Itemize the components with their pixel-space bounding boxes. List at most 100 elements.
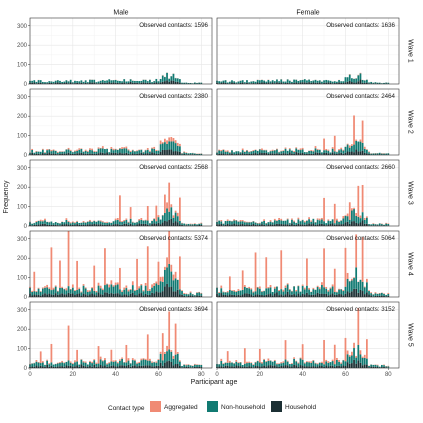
bar-non-household <box>248 82 250 84</box>
bar-household <box>222 82 225 84</box>
bar-non-household <box>318 362 321 366</box>
bar-non-household <box>366 79 368 83</box>
bar-non-household <box>112 286 115 294</box>
bar-non-household <box>306 80 308 83</box>
bar-household <box>312 366 315 368</box>
bar-household <box>366 82 368 84</box>
bar-aggregated <box>325 148 328 151</box>
bar-household <box>200 295 203 297</box>
bar-household <box>246 366 248 368</box>
bar-non-household <box>200 293 203 296</box>
bar-aggregated <box>104 358 106 361</box>
bar-non-household <box>44 152 46 155</box>
bar-household <box>297 293 300 297</box>
bar-non-household <box>119 289 121 295</box>
bar-aggregated <box>357 185 360 217</box>
bar-household <box>189 367 192 368</box>
bar-non-household <box>31 291 34 296</box>
bar-household <box>69 153 72 155</box>
bar-aggregated <box>106 283 108 285</box>
bar-household <box>372 296 375 297</box>
bar-aggregated <box>155 281 158 284</box>
bar-household <box>170 286 173 297</box>
bar-non-household <box>157 359 160 366</box>
bar-aggregated <box>312 287 315 290</box>
bar-household <box>181 294 183 297</box>
bar-non-household <box>93 360 96 365</box>
bar-aggregated <box>265 257 268 289</box>
bar-household <box>254 366 257 368</box>
bar-aggregated <box>336 357 338 360</box>
bar-non-household <box>299 221 302 225</box>
bar-non-household <box>97 285 100 293</box>
bar-household <box>146 294 149 297</box>
bar-household <box>235 154 238 155</box>
bar-non-household <box>258 80 261 84</box>
bar-non-household <box>327 362 330 367</box>
bar-non-household <box>71 82 74 84</box>
bar-household <box>159 224 162 226</box>
bar-aggregated <box>187 364 190 365</box>
bar-non-household <box>183 294 186 296</box>
bar-household <box>370 366 373 368</box>
bar-household <box>250 224 253 226</box>
bar-non-household <box>52 223 55 225</box>
bar-household <box>31 225 34 226</box>
bar-household <box>74 295 76 297</box>
bar-non-household <box>299 80 302 83</box>
bar-household <box>44 223 46 226</box>
bar-household <box>71 366 74 368</box>
bar-household <box>351 363 353 368</box>
bar-non-household <box>250 222 253 225</box>
bar-non-household <box>59 223 61 226</box>
strip-label: Male <box>113 10 128 17</box>
bar-non-household <box>174 78 177 82</box>
bar-non-household <box>261 221 263 225</box>
bar-aggregated <box>185 293 188 295</box>
bar-household <box>374 366 377 368</box>
bar-household <box>355 222 358 226</box>
bar-non-household <box>99 221 102 225</box>
bar-non-household <box>48 222 51 225</box>
bar-aggregated <box>348 355 351 357</box>
bar-non-household <box>116 219 119 225</box>
bar-non-household <box>86 291 89 296</box>
bar-household <box>348 363 351 368</box>
bar-non-household <box>385 223 388 226</box>
bar-non-household <box>321 219 323 224</box>
bar-aggregated <box>176 352 179 354</box>
bar-household <box>35 153 38 155</box>
bar-aggregated <box>157 215 160 218</box>
bar-household <box>44 366 46 368</box>
bar-non-household <box>123 289 126 295</box>
bar-non-household <box>310 81 313 83</box>
bar-non-household <box>37 288 40 295</box>
bar-household <box>116 293 119 297</box>
bar-household <box>50 82 53 84</box>
bar-non-household <box>104 285 106 293</box>
bar-household <box>161 149 164 155</box>
bar-non-household <box>336 292 338 295</box>
bar-non-household <box>125 288 128 295</box>
bar-household <box>228 294 231 297</box>
bar-household <box>293 153 295 155</box>
bar-non-household <box>333 151 336 154</box>
bar-non-household <box>276 79 278 83</box>
bar-non-household <box>134 81 136 83</box>
bar-household <box>61 293 63 297</box>
bar-non-household <box>357 216 360 224</box>
bar-non-household <box>46 150 49 154</box>
bar-household <box>108 224 111 226</box>
bar-household <box>187 366 190 368</box>
bar-aggregated <box>331 359 334 362</box>
bar-non-household <box>86 151 89 154</box>
bar-household <box>65 365 68 368</box>
bar-non-household <box>368 291 370 295</box>
bar-aggregated <box>297 217 300 220</box>
bar-aggregated <box>31 148 34 150</box>
bar-household <box>54 153 57 155</box>
bar-non-household <box>125 81 128 84</box>
bar-aggregated <box>284 340 287 360</box>
